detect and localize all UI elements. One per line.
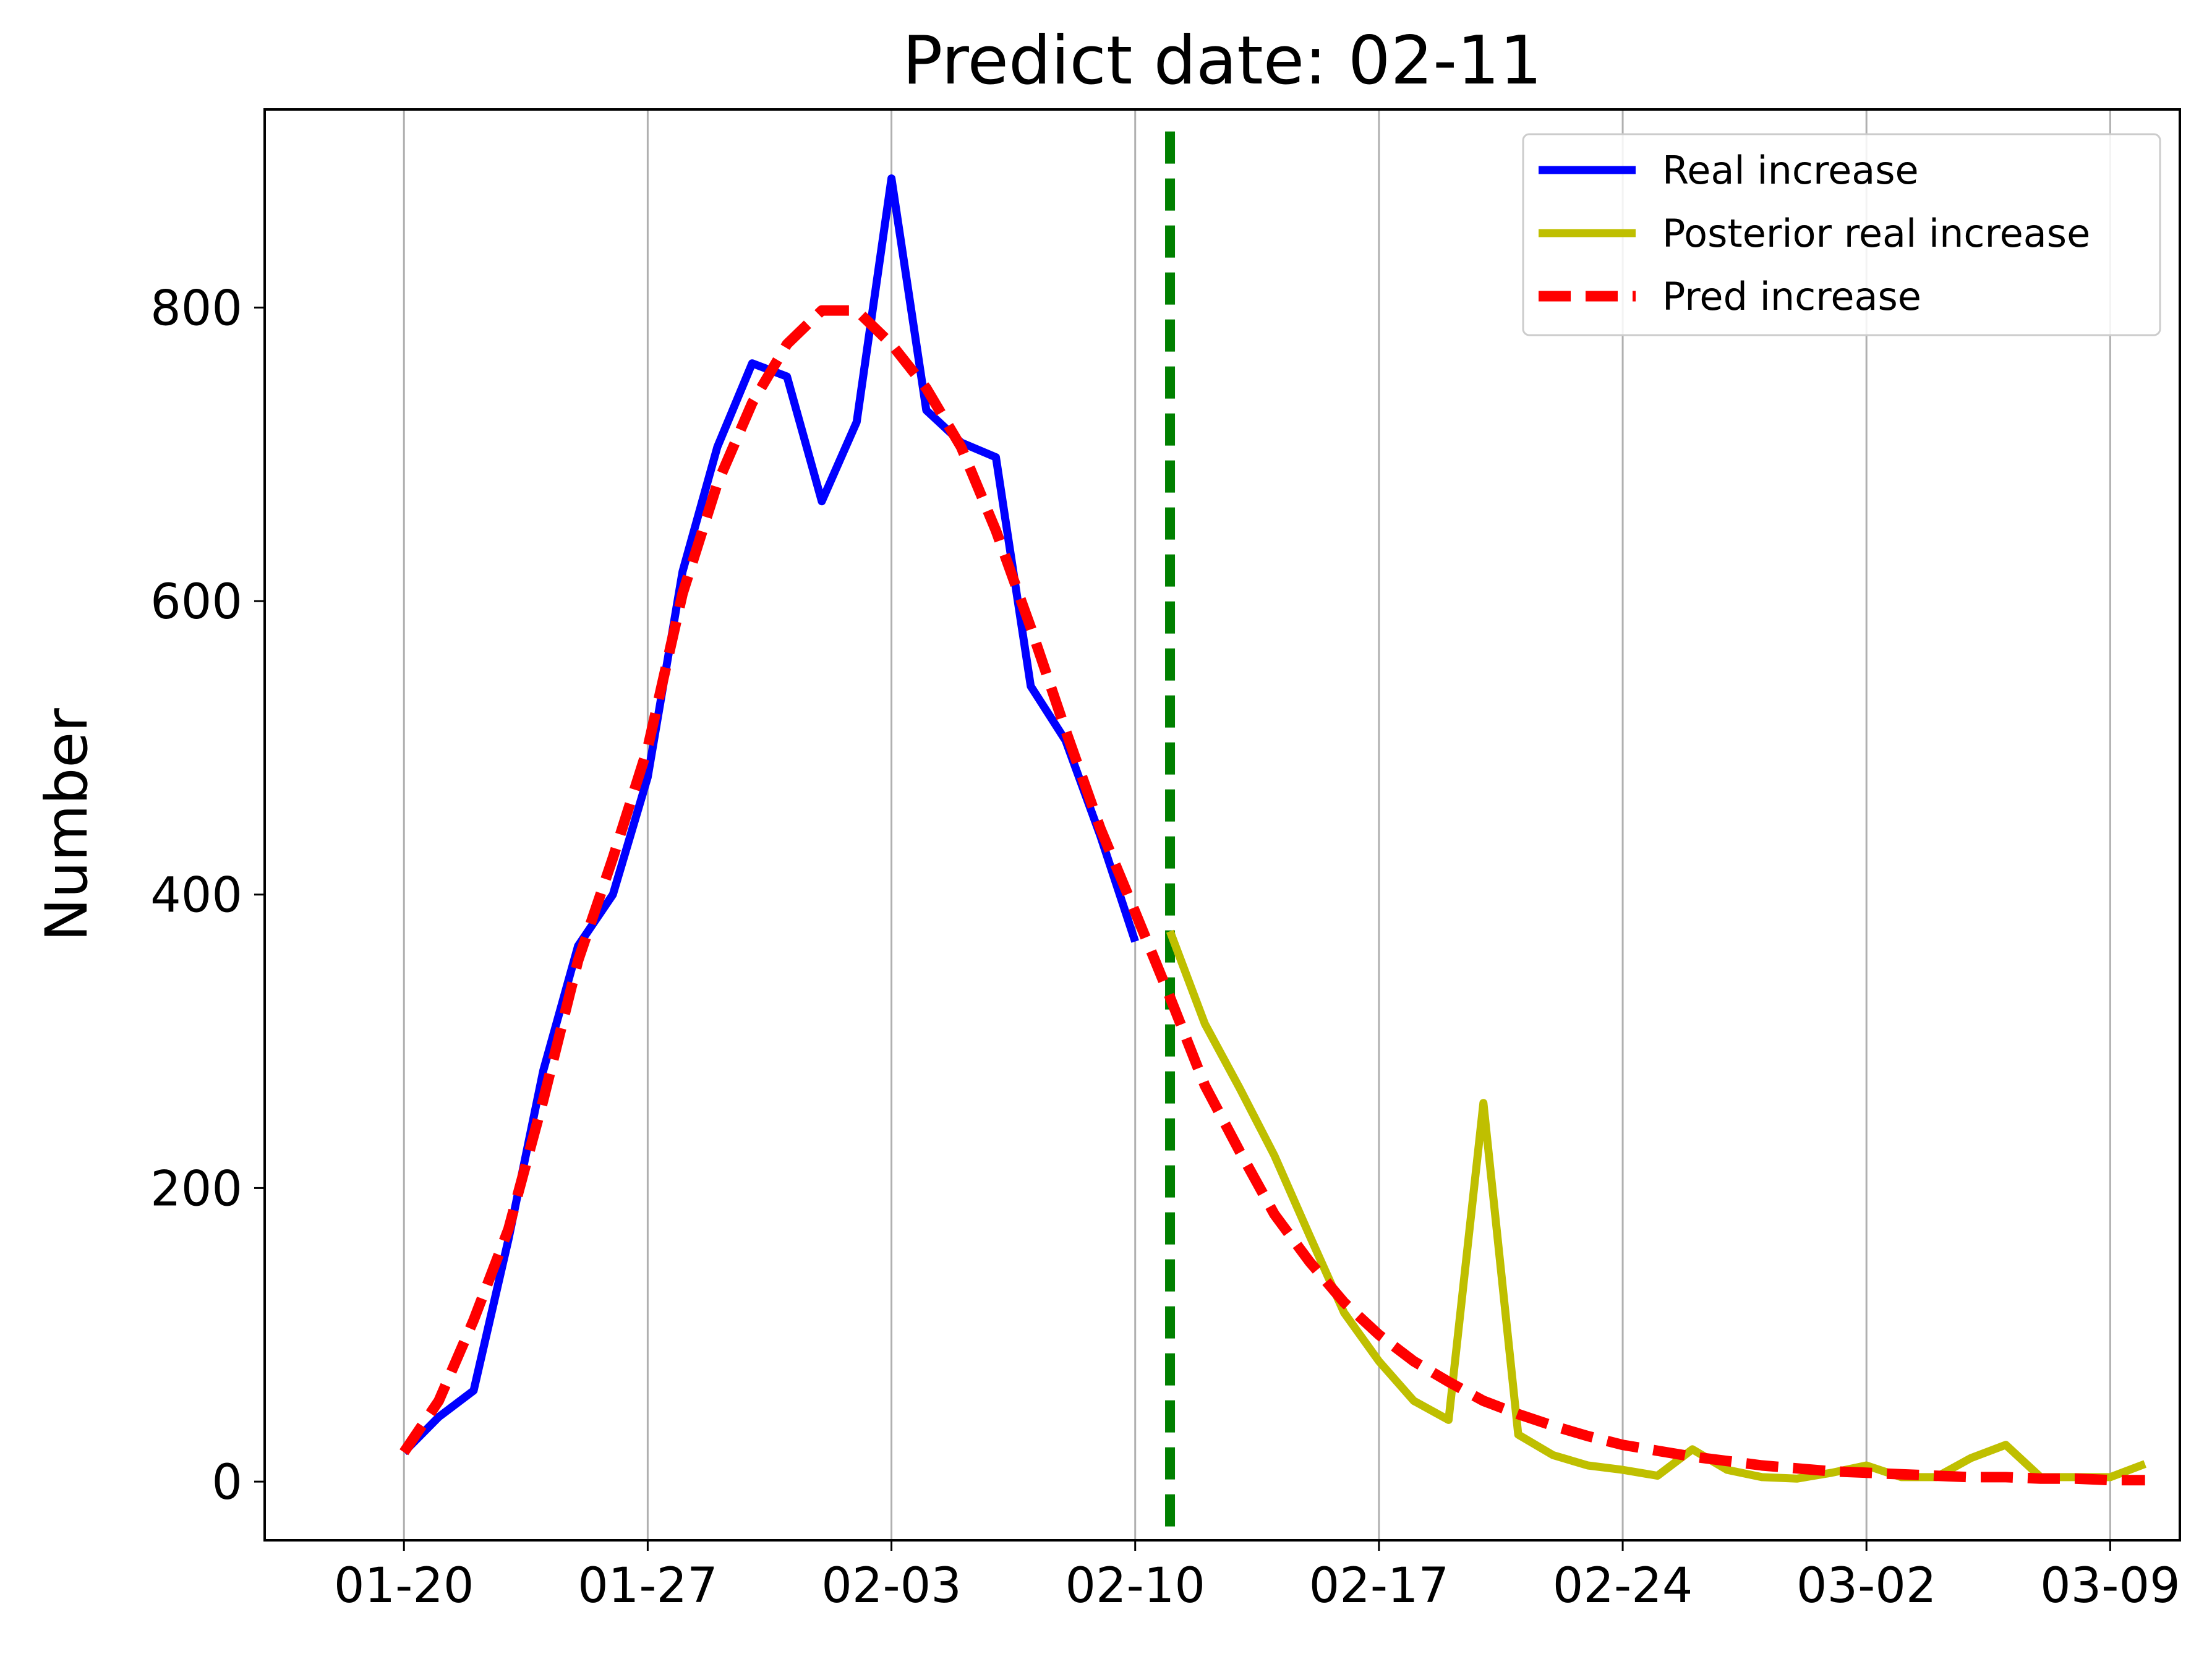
legend: Real increase Posterior real increase Pred… xyxy=(1522,133,2161,336)
legend-label: Pred increase xyxy=(1662,274,1921,319)
legend-label: Posterior real increase xyxy=(1662,211,2090,256)
series-line-pred-increase xyxy=(399,305,2145,1486)
plot-layer xyxy=(399,131,2146,1540)
x-tick-label: 02-24 xyxy=(1553,1558,1693,1614)
x-tick-label: 01-27 xyxy=(578,1558,718,1614)
y-tick-label: 0 xyxy=(211,1455,242,1511)
x-tick-label: 02-17 xyxy=(1309,1558,1450,1614)
y-tick-label: 400 xyxy=(150,868,242,924)
chart-title: Predict date: 02-11 xyxy=(902,22,1542,100)
y-tick-label: 600 xyxy=(150,574,242,630)
y-tick-label: 200 xyxy=(150,1161,242,1217)
x-tick-label: 03-09 xyxy=(2040,1558,2180,1614)
x-tick-label: 02-10 xyxy=(1065,1558,1205,1614)
plot-frame xyxy=(263,108,2181,1542)
y-axis-label: Number xyxy=(33,708,101,942)
legend-box xyxy=(1522,133,2161,336)
legend-label: Real increase xyxy=(1662,148,1919,193)
grid-layer xyxy=(403,109,2111,1540)
x-tick-label: 01-20 xyxy=(334,1558,474,1614)
axes-layer: 01-20 01-27 02-03 02-10 02-17 02-24 03-02 03-09… xyxy=(150,108,2181,1614)
x-tick-label: 02-03 xyxy=(821,1558,962,1614)
y-tick-label: 800 xyxy=(150,281,242,336)
x-tick-label: 03-02 xyxy=(1796,1558,1937,1614)
